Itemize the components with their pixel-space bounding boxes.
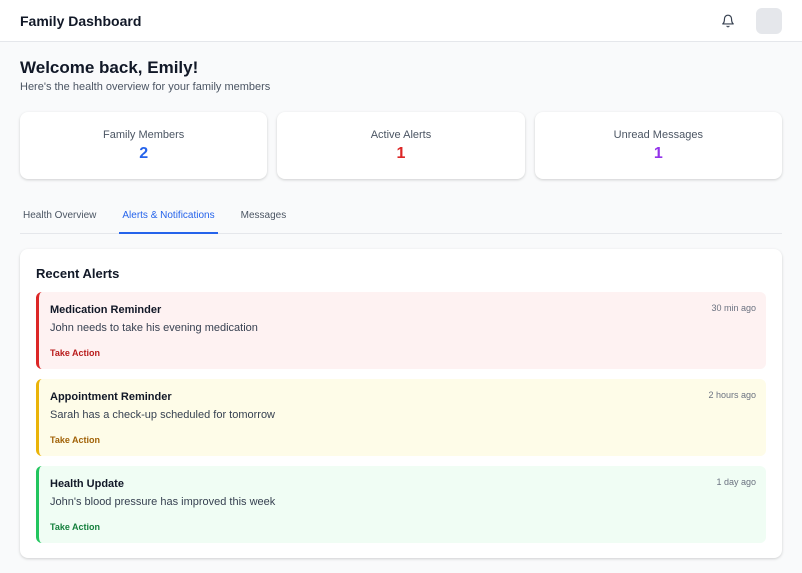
welcome-section: Welcome back, Emily! Here's the health o… xyxy=(20,58,270,95)
tab-health-overview[interactable]: Health Overview xyxy=(23,210,97,221)
tab-messages[interactable]: Messages xyxy=(240,210,287,221)
welcome-heading: Welcome back, Emily! xyxy=(20,58,199,77)
bell-icon xyxy=(722,14,734,27)
stat-value: 1 xyxy=(653,144,663,162)
alert-card-appointment: Appointment Reminder Sarah has a check-u… xyxy=(36,379,766,456)
stat-card-unread-messages: Unread Messages 1 xyxy=(534,112,782,179)
panel-title: Recent Alerts xyxy=(36,266,120,281)
stat-label: Family Members xyxy=(103,128,185,141)
alert-message: Sarah has a check-up scheduled for tomor… xyxy=(50,409,276,421)
stat-card-active-alerts: Active Alerts 1 xyxy=(277,112,525,179)
recent-alerts-panel: Recent Alerts Medication Reminder John n… xyxy=(20,249,782,558)
stats-row: Family Members 2 Active Alerts 1 Unread … xyxy=(20,112,782,179)
alert-time: 1 day ago xyxy=(716,477,756,487)
app-title: Family Dashboard xyxy=(20,12,142,29)
alert-title: Medication Reminder xyxy=(50,304,162,316)
tab-bar: Health Overview Alerts & Notifications M… xyxy=(20,202,782,234)
alert-card-medication: Medication Reminder John needs to take h… xyxy=(36,292,766,369)
alert-title: Health Update xyxy=(50,478,124,490)
alert-time: 30 min ago xyxy=(711,303,756,313)
stat-value: 2 xyxy=(139,144,149,162)
welcome-subheading: Here's the health overview for your fami… xyxy=(20,81,271,93)
alert-time: 2 hours ago xyxy=(708,390,756,400)
alert-message: John's blood pressure has improved this … xyxy=(50,496,276,508)
alert-card-health-update: Health Update John's blood pressure has … xyxy=(36,466,766,543)
stat-label: Active Alerts xyxy=(370,128,432,141)
notifications-button[interactable] xyxy=(716,9,740,33)
stat-value: 1 xyxy=(396,144,406,162)
top-bar: Family Dashboard xyxy=(0,0,802,42)
stat-label: Unread Messages xyxy=(613,128,703,141)
take-action-button[interactable]: Take Action xyxy=(50,348,101,358)
take-action-button[interactable]: Take Action xyxy=(50,522,101,532)
tab-alerts-notifications[interactable]: Alerts & Notifications xyxy=(119,202,218,234)
alert-message: John needs to take his evening medicatio… xyxy=(50,322,258,334)
avatar[interactable] xyxy=(756,7,782,34)
stat-card-family-members: Family Members 2 xyxy=(20,112,268,179)
alert-title: Appointment Reminder xyxy=(50,391,172,403)
take-action-button[interactable]: Take Action xyxy=(50,435,101,445)
